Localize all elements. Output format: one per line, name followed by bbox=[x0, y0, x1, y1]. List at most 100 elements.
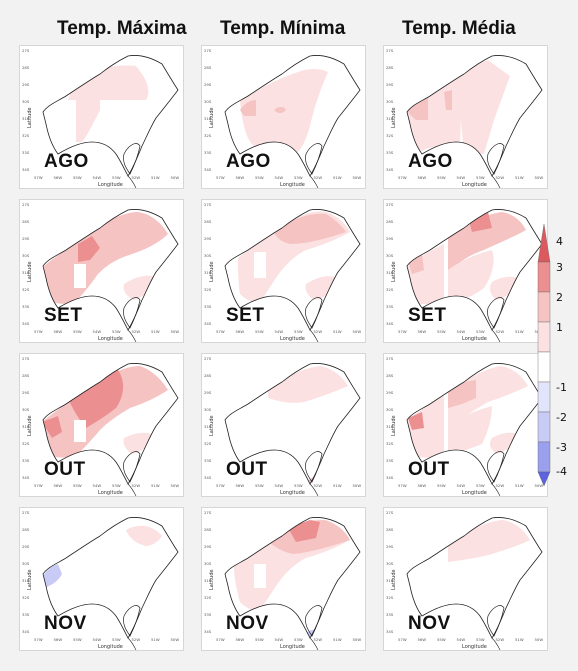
y-tick-label: 30S bbox=[22, 253, 30, 258]
y-tick-label: 30S bbox=[386, 99, 394, 104]
anomaly-region bbox=[407, 70, 462, 152]
colorbar-tick-label: -3 bbox=[556, 441, 567, 454]
x-axis-label: Longitude bbox=[280, 490, 305, 496]
x-tick-label: 54W bbox=[93, 483, 102, 488]
y-tick-label: 32S bbox=[22, 287, 30, 292]
y-tick-label: 28S bbox=[22, 65, 30, 70]
x-tick-label: 54W bbox=[275, 483, 284, 488]
month-label: OUT bbox=[408, 459, 450, 480]
y-tick-label: 30S bbox=[22, 561, 30, 566]
x-tick-label: 56W bbox=[418, 637, 427, 642]
x-tick-label: 51W bbox=[515, 483, 524, 488]
y-tick-label: 31S bbox=[204, 116, 212, 121]
x-tick-label: 53W bbox=[476, 637, 485, 642]
anomaly-region bbox=[456, 60, 510, 154]
lagoon-outline bbox=[487, 297, 505, 329]
anomaly-region bbox=[123, 275, 162, 300]
x-tick-label: 51W bbox=[333, 175, 342, 180]
y-tick-label: 34S bbox=[386, 167, 394, 172]
x-tick-label: 51W bbox=[333, 483, 342, 488]
x-tick-label: 55W bbox=[73, 329, 82, 334]
anomaly-region bbox=[408, 254, 424, 274]
y-tick-label: 33S bbox=[204, 612, 212, 617]
y-tick-label: 27S bbox=[22, 202, 30, 207]
x-tick-label: 55W bbox=[73, 637, 82, 642]
anomaly-shading bbox=[448, 520, 530, 562]
x-tick-label: 53W bbox=[294, 637, 303, 642]
anomaly-shading bbox=[238, 211, 350, 304]
anomaly-region bbox=[254, 564, 266, 588]
coast-line bbox=[127, 637, 137, 650]
x-tick-label: 56W bbox=[418, 329, 427, 334]
y-tick-label: 29S bbox=[386, 390, 394, 395]
x-tick-label: 52W bbox=[314, 329, 323, 334]
month-label: OUT bbox=[44, 459, 86, 480]
y-tick-label: 28S bbox=[386, 373, 394, 378]
y-tick-label: 31S bbox=[204, 424, 212, 429]
y-tick-label: 28S bbox=[22, 527, 30, 532]
y-tick-label: 29S bbox=[386, 236, 394, 241]
anomaly-region bbox=[448, 406, 492, 454]
state-outline bbox=[406, 517, 543, 639]
y-tick-label: 27S bbox=[204, 202, 212, 207]
month-label: SET bbox=[408, 305, 447, 326]
map-panel: 27S 28S 29S 30S 31S 32S 33S 34S 57W 56W 55W 54W 53W 5… bbox=[201, 45, 366, 189]
colorbar-segment bbox=[537, 381, 551, 413]
coast-line bbox=[309, 175, 319, 188]
map-panel: 27S 28S 29S 30S 31S 32S 33S 34S 57W 56W 55W 54W 53W 5… bbox=[19, 353, 184, 497]
x-axis-label: Longitude bbox=[98, 336, 123, 342]
state-outline bbox=[42, 209, 179, 331]
anomaly-region bbox=[68, 370, 124, 428]
anomaly-region bbox=[448, 380, 476, 408]
x-tick-label: 56W bbox=[236, 637, 245, 642]
x-tick-label: 56W bbox=[236, 329, 245, 334]
y-tick-label: 27S bbox=[204, 510, 212, 515]
y-tick-label: 31S bbox=[204, 578, 212, 583]
x-tick-label: 52W bbox=[496, 637, 505, 642]
x-tick-label: 55W bbox=[73, 175, 82, 180]
state-outline bbox=[224, 363, 361, 485]
map-plot: 27S 28S 29S 30S 31S 32S 33S 34S 57W 56W 55W 54W 53W 5… bbox=[204, 48, 361, 188]
x-axis-label: Longitude bbox=[98, 490, 123, 496]
anomaly-shading bbox=[68, 65, 149, 142]
x-tick-label: 57W bbox=[216, 637, 225, 642]
y-tick-label: 32S bbox=[204, 133, 212, 138]
lagoon-outline bbox=[123, 605, 141, 637]
y-tick-label: 32S bbox=[204, 595, 212, 600]
x-tick-label: 55W bbox=[437, 329, 446, 334]
y-tick-label: 31S bbox=[22, 270, 30, 275]
colorbar-tick-label: -4 bbox=[556, 465, 567, 478]
anomaly-region bbox=[68, 65, 149, 142]
y-tick-label: 34S bbox=[386, 475, 394, 480]
colorbar-segment bbox=[537, 441, 551, 473]
x-tick-label: 57W bbox=[216, 175, 225, 180]
colorbar-segment bbox=[537, 291, 551, 323]
x-axis-label: Longitude bbox=[462, 182, 487, 188]
x-tick-label: 51W bbox=[515, 175, 524, 180]
x-tick-label: 54W bbox=[275, 329, 284, 334]
y-tick-label: 34S bbox=[204, 475, 212, 480]
colorbar-tick-label: 1 bbox=[556, 321, 563, 334]
x-axis-label: Longitude bbox=[462, 336, 487, 342]
x-tick-label: 57W bbox=[398, 175, 407, 180]
anomaly-shading bbox=[43, 525, 162, 588]
map-panel: 27S 28S 29S 30S 31S 32S 33S 34S 57W 56W 55W 54W 53W 5… bbox=[383, 353, 548, 497]
y-tick-label: 31S bbox=[386, 116, 394, 121]
x-tick-label: 56W bbox=[236, 483, 245, 488]
coast-line bbox=[127, 483, 137, 496]
y-tick-label: 33S bbox=[386, 304, 394, 309]
y-tick-label: 30S bbox=[22, 407, 30, 412]
lagoon-outline bbox=[123, 297, 141, 329]
x-tick-label: 54W bbox=[457, 637, 466, 642]
x-tick-label: 50W bbox=[171, 637, 180, 642]
x-tick-label: 52W bbox=[132, 637, 141, 642]
x-axis-label: Longitude bbox=[280, 182, 305, 188]
y-tick-label: 32S bbox=[22, 441, 30, 446]
y-tick-label: 30S bbox=[386, 253, 394, 258]
x-tick-label: 52W bbox=[132, 175, 141, 180]
colorbar-segment bbox=[537, 321, 551, 353]
y-tick-label: 32S bbox=[386, 441, 394, 446]
colorbar-segment bbox=[537, 351, 551, 383]
column-title-mean: Temp. Média bbox=[402, 18, 516, 39]
y-tick-label: 27S bbox=[22, 356, 30, 361]
